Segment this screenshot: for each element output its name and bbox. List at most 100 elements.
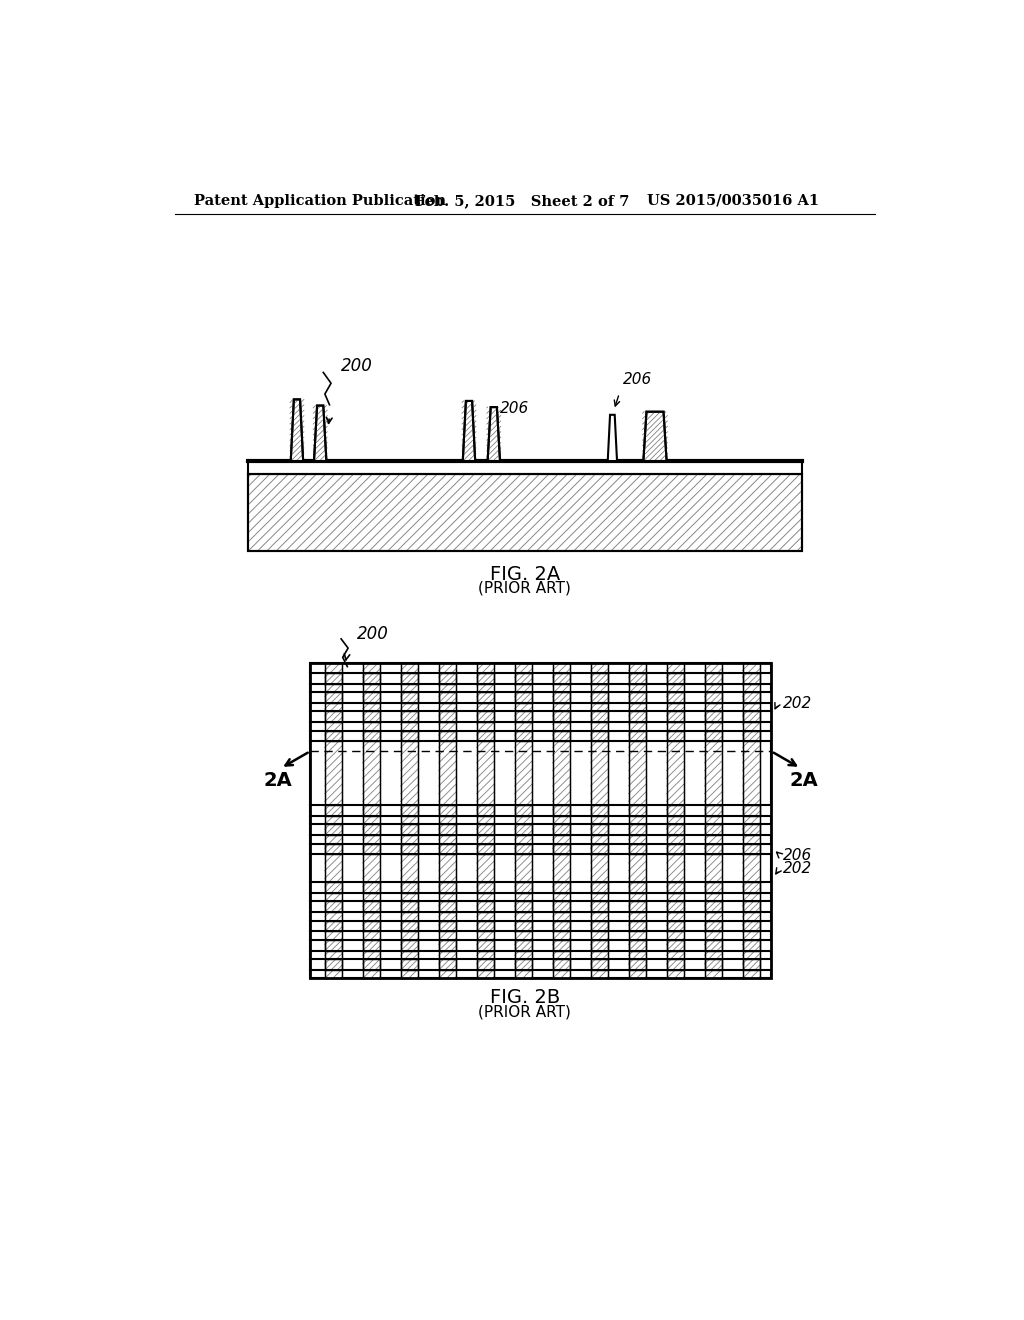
Bar bbox=[705, 940, 722, 950]
Bar bbox=[310, 711, 771, 722]
Bar bbox=[742, 692, 760, 702]
Bar bbox=[742, 673, 760, 684]
Bar bbox=[438, 960, 456, 970]
Bar bbox=[553, 902, 569, 912]
Bar bbox=[362, 711, 380, 722]
Bar bbox=[515, 960, 531, 970]
Bar bbox=[553, 940, 569, 950]
Bar bbox=[667, 940, 684, 950]
Bar bbox=[310, 663, 771, 978]
Text: 2A: 2A bbox=[790, 771, 818, 791]
Bar bbox=[591, 960, 607, 970]
Bar bbox=[438, 663, 456, 978]
Bar bbox=[438, 673, 456, 684]
Bar bbox=[591, 940, 607, 950]
Bar bbox=[742, 960, 760, 970]
Bar bbox=[629, 940, 646, 950]
Bar bbox=[705, 921, 722, 932]
Bar bbox=[325, 882, 342, 892]
Text: 2A: 2A bbox=[263, 771, 292, 791]
Text: 206: 206 bbox=[783, 847, 812, 863]
Bar bbox=[515, 960, 531, 970]
Bar bbox=[553, 805, 569, 816]
Bar bbox=[515, 673, 531, 684]
Bar bbox=[591, 960, 607, 970]
Bar bbox=[705, 940, 722, 950]
Bar bbox=[629, 673, 646, 684]
Bar bbox=[705, 921, 722, 932]
Bar bbox=[629, 825, 646, 836]
Bar bbox=[515, 843, 531, 854]
Bar bbox=[310, 940, 771, 950]
Bar bbox=[705, 825, 722, 836]
Bar bbox=[325, 663, 342, 978]
Bar bbox=[667, 730, 684, 742]
Bar bbox=[553, 960, 569, 970]
Polygon shape bbox=[314, 405, 327, 461]
Bar bbox=[705, 711, 722, 722]
Bar bbox=[310, 825, 771, 836]
Bar bbox=[515, 711, 531, 722]
Bar bbox=[362, 730, 380, 742]
Bar bbox=[629, 921, 646, 932]
Bar bbox=[553, 711, 569, 722]
Bar bbox=[325, 673, 342, 684]
Bar bbox=[515, 805, 531, 816]
Bar bbox=[553, 711, 569, 722]
Bar bbox=[591, 692, 607, 702]
Bar bbox=[591, 711, 607, 722]
Bar bbox=[400, 805, 418, 816]
Bar bbox=[515, 730, 531, 742]
Bar bbox=[742, 663, 760, 978]
Bar bbox=[515, 902, 531, 912]
Bar bbox=[477, 882, 494, 892]
Bar bbox=[553, 921, 569, 932]
Bar bbox=[591, 711, 607, 722]
Bar bbox=[553, 805, 569, 816]
Bar bbox=[325, 692, 342, 702]
Bar bbox=[629, 882, 646, 892]
Text: 202: 202 bbox=[783, 696, 812, 711]
Bar bbox=[325, 921, 342, 932]
Bar bbox=[667, 960, 684, 970]
Bar bbox=[705, 663, 722, 978]
Bar bbox=[438, 882, 456, 892]
Bar bbox=[362, 730, 380, 742]
Bar bbox=[477, 940, 494, 950]
Bar bbox=[438, 730, 456, 742]
Bar bbox=[325, 843, 342, 854]
Bar bbox=[705, 843, 722, 854]
Bar bbox=[667, 673, 684, 684]
Bar bbox=[629, 843, 646, 854]
Text: 202: 202 bbox=[783, 861, 812, 876]
Polygon shape bbox=[463, 401, 475, 461]
Polygon shape bbox=[643, 412, 667, 461]
Bar bbox=[515, 673, 531, 684]
Bar bbox=[705, 805, 722, 816]
Bar bbox=[362, 692, 380, 702]
Bar bbox=[742, 940, 760, 950]
Bar bbox=[477, 843, 494, 854]
Bar bbox=[705, 692, 722, 702]
Bar bbox=[477, 843, 494, 854]
Bar bbox=[325, 940, 342, 950]
Bar bbox=[705, 960, 722, 970]
Bar bbox=[705, 902, 722, 912]
Bar bbox=[362, 902, 380, 912]
Bar bbox=[667, 663, 684, 978]
Bar bbox=[553, 730, 569, 742]
Bar bbox=[667, 692, 684, 702]
Bar bbox=[667, 730, 684, 742]
Bar bbox=[629, 663, 646, 978]
Bar bbox=[742, 730, 760, 742]
Text: (PRIOR ART): (PRIOR ART) bbox=[478, 1005, 571, 1019]
Bar bbox=[553, 960, 569, 970]
Bar bbox=[477, 663, 494, 978]
Bar bbox=[667, 673, 684, 684]
Bar bbox=[705, 663, 722, 978]
Bar bbox=[362, 882, 380, 892]
Bar bbox=[705, 843, 722, 854]
Bar bbox=[477, 673, 494, 684]
Bar bbox=[400, 960, 418, 970]
Bar bbox=[591, 921, 607, 932]
